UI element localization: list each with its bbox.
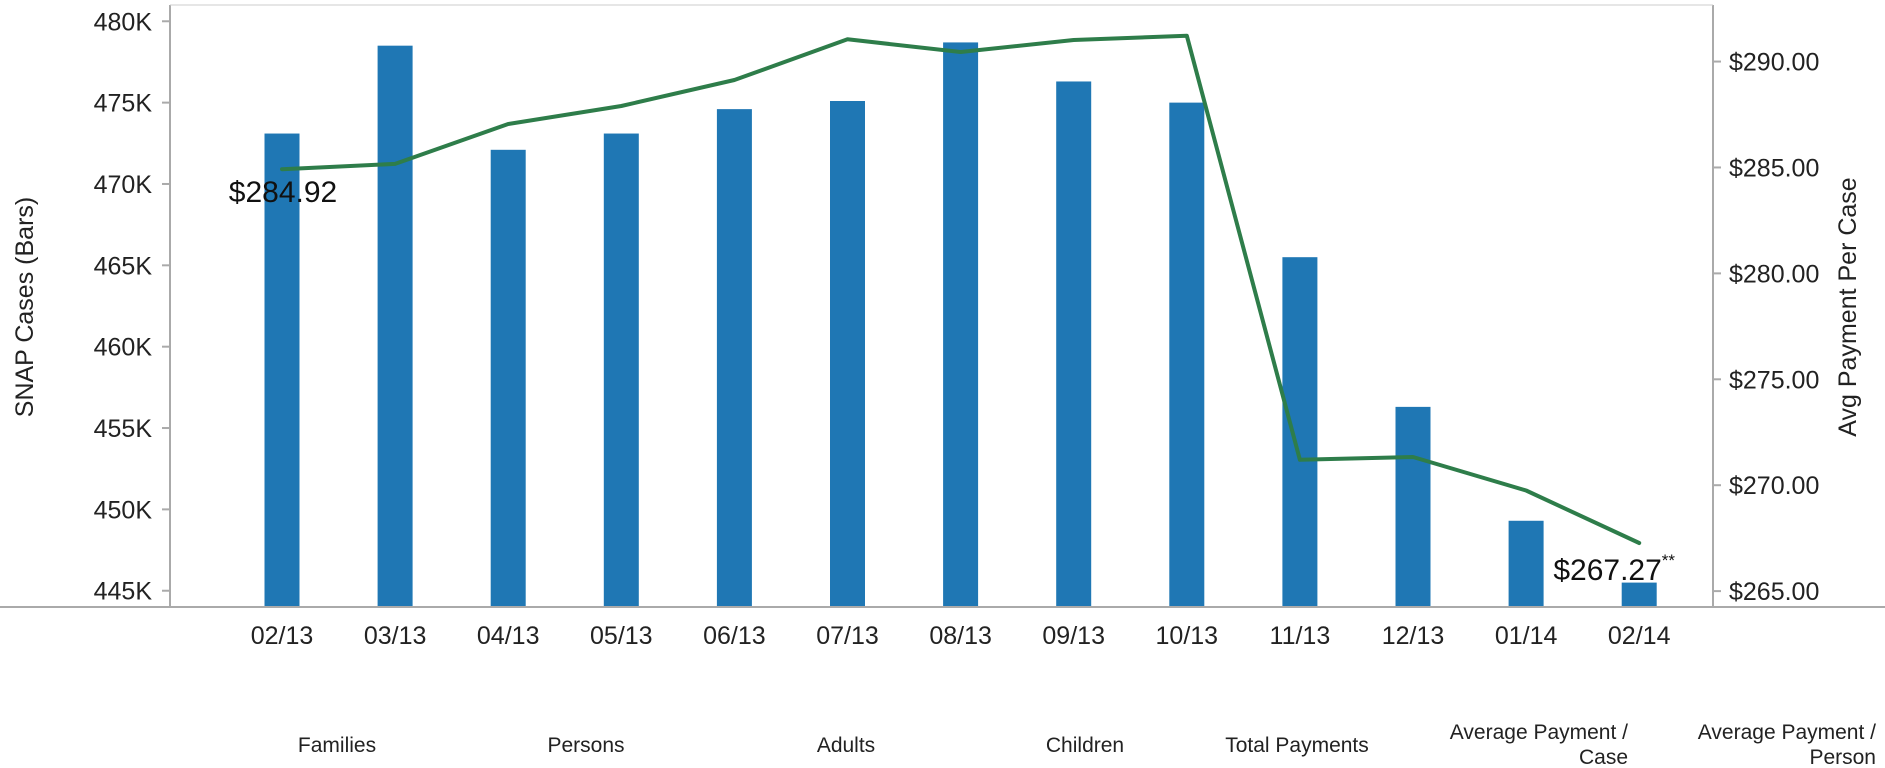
left-tick-label: 460K [94, 334, 153, 362]
line-point-11-13 [1298, 458, 1302, 462]
left-axis-title: SNAP Cases (Bars) [11, 197, 39, 417]
bar-series [264, 42, 1657, 608]
bar-08-13 [943, 42, 979, 607]
footer-label: Persons [547, 734, 624, 757]
footer-label: Average Payment / [1450, 721, 1628, 744]
bar-07-13 [830, 100, 865, 607]
right-axis-ticks: $265.00 $270.00 $275.00 $280.00 $285.00 $290.… [1713, 49, 1819, 606]
right-axis-title: Avg Payment Per Case [1834, 177, 1862, 436]
x-tick-label: 04/13 [477, 622, 540, 650]
x-tick-label: 11/13 [1270, 622, 1331, 650]
left-tick-label: 455K [94, 415, 153, 443]
x-tick-label: 06/13 [703, 622, 766, 650]
right-tick-label: $285.00 [1729, 154, 1819, 182]
line-point-06-13 [732, 78, 736, 82]
footer-label: Children [1046, 734, 1124, 757]
footer-label: Adults [817, 734, 875, 757]
line-point-02-14 [1637, 541, 1641, 545]
right-tick-label: $290.00 [1729, 49, 1819, 77]
bar-02-14 [1621, 582, 1657, 607]
bar-09-13 [1056, 81, 1092, 607]
line-point-03-13 [393, 162, 397, 166]
x-tick-label: 12/13 [1382, 622, 1445, 650]
bar-06-13 [716, 109, 752, 607]
left-tick-label: 470K [94, 171, 153, 199]
x-tick-label: 09/13 [1042, 622, 1105, 650]
annotation-label: $284.92 [229, 176, 337, 209]
bar-03-13 [377, 45, 413, 608]
x-tick-label: 05/13 [590, 622, 653, 650]
line-point-07-13 [846, 37, 849, 41]
bar-04-13 [490, 149, 526, 607]
left-tick-label: 445K [94, 578, 153, 606]
annotation-label: $267.27** [1553, 551, 1675, 587]
x-tick-label: 02/14 [1608, 622, 1671, 650]
bar-10-13 [1169, 102, 1205, 608]
bar-02-13 [264, 133, 300, 607]
bar-11-13 [1282, 257, 1318, 607]
footer-labels: Families Persons Adults Children Total Payme… [298, 721, 1876, 768]
left-tick-label: 480K [94, 8, 153, 36]
footer-label: Total Payments [1225, 734, 1369, 757]
right-tick-label: $270.00 [1729, 472, 1819, 500]
x-tick-label: 02/13 [251, 622, 314, 650]
bar-05-13 [603, 133, 639, 607]
line-point-02-13 [280, 167, 284, 171]
annotation-value: $284.92 [229, 176, 337, 209]
footer-label: Average Payment / [1698, 721, 1876, 744]
x-tick-label: 08/13 [929, 622, 992, 650]
x-tick-label: 07/13 [816, 622, 879, 650]
footer-label: Case [1579, 746, 1628, 768]
x-axis-ticks: 02/13 03/13 04/13 05/13 06/13 07/13 08/13 09/13… [251, 622, 1671, 650]
x-tick-label: 01/14 [1495, 622, 1558, 650]
left-axis-ticks: 445K 450K 455K 460K 465K 470K 475K 480K [94, 8, 170, 606]
x-tick-label: 03/13 [364, 622, 427, 650]
annotation-superscript: ** [1662, 551, 1676, 570]
right-tick-label: $265.00 [1729, 578, 1819, 606]
annotation-value: $267.27 [1553, 554, 1661, 587]
line-series [280, 33, 1642, 545]
line-point-08-13 [959, 50, 963, 54]
right-tick-label: $280.00 [1729, 260, 1819, 288]
line-point-09-13 [1072, 38, 1076, 42]
x-tick-label: 10/13 [1156, 622, 1219, 650]
line-point-05-13 [619, 104, 623, 108]
bar-01-14 [1508, 520, 1544, 607]
left-tick-label: 465K [94, 252, 153, 280]
footer-label: Families [298, 734, 376, 757]
line-point-01-14 [1524, 488, 1528, 492]
line-point-04-13 [506, 122, 510, 126]
right-tick-label: $275.00 [1729, 366, 1819, 394]
footer-label: Person [1809, 746, 1876, 768]
bar-12-13 [1395, 406, 1431, 607]
left-tick-label: 450K [94, 496, 153, 524]
line-point-10-13 [1185, 34, 1189, 38]
axes [0, 4, 1885, 608]
left-tick-label: 475K [94, 90, 153, 118]
line-point-12-13 [1411, 455, 1415, 459]
data-annotations: $284.92 $267.27** [229, 176, 1676, 587]
